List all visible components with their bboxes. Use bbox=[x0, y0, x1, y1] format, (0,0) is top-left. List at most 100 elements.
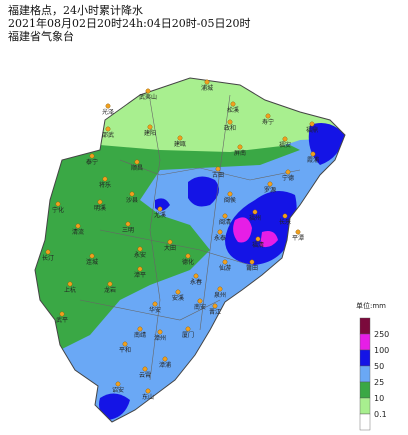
city-dot bbox=[157, 206, 163, 212]
city-dot bbox=[310, 151, 316, 157]
city-dot bbox=[162, 356, 168, 362]
city-label: 厦门 bbox=[182, 331, 194, 339]
city-dot bbox=[145, 88, 151, 94]
city-dot bbox=[309, 121, 315, 127]
city-label: 武夷山 bbox=[139, 93, 157, 101]
legend-swatch bbox=[359, 349, 371, 367]
city-label: 南安 bbox=[194, 303, 206, 311]
city-dot bbox=[227, 191, 233, 197]
city-dot bbox=[67, 281, 73, 287]
city-label: 德化 bbox=[182, 258, 194, 266]
city-dot bbox=[167, 239, 173, 245]
city-dot bbox=[193, 273, 199, 279]
city-dot bbox=[285, 169, 291, 175]
city-dot bbox=[212, 303, 218, 309]
city-label: 安溪 bbox=[172, 294, 184, 302]
city-dot bbox=[137, 266, 143, 272]
city-label: 平潭 bbox=[292, 234, 304, 242]
legend-swatch bbox=[359, 317, 371, 335]
city-label: 宁德 bbox=[282, 174, 294, 182]
city-label: 霞浦 bbox=[307, 156, 319, 164]
city-dot bbox=[249, 259, 255, 265]
city-label: 政和 bbox=[224, 124, 236, 132]
city-label: 罗源 bbox=[264, 186, 276, 194]
city-dot bbox=[222, 259, 228, 265]
city-dot bbox=[45, 249, 51, 255]
city-label: 诏安 bbox=[112, 386, 124, 394]
city-label: 大田 bbox=[164, 244, 176, 252]
city-label: 屏南 bbox=[234, 149, 246, 157]
city-dot bbox=[145, 388, 151, 394]
city-label: 漳州 bbox=[154, 334, 166, 342]
county-borders bbox=[34, 77, 346, 423]
city-dot bbox=[175, 289, 181, 295]
city-dot bbox=[55, 201, 61, 207]
city-dot bbox=[217, 286, 223, 292]
city-dot bbox=[185, 326, 191, 332]
city-label: 莆田 bbox=[246, 264, 258, 272]
city-dot bbox=[265, 113, 271, 119]
city-label: 尤溪 bbox=[154, 211, 166, 219]
city-dot bbox=[197, 298, 203, 304]
legend-label: 100 bbox=[374, 346, 389, 355]
city-dot bbox=[282, 213, 288, 219]
legend-unit: 单位:mm bbox=[356, 301, 386, 310]
city-label: 宁化 bbox=[52, 206, 64, 214]
city-label: 将乐 bbox=[99, 181, 111, 189]
legend-label: 25 bbox=[374, 378, 384, 387]
city-label: 福鼎 bbox=[306, 126, 318, 134]
city-dot bbox=[252, 209, 258, 215]
city-dot bbox=[152, 301, 158, 307]
city-dot bbox=[230, 101, 236, 107]
legend-label: 0.1 bbox=[374, 410, 387, 419]
city-dot bbox=[59, 311, 65, 317]
city-label: 沙县 bbox=[126, 197, 138, 204]
city-label: 永安 bbox=[134, 251, 146, 259]
city-label: 福州 bbox=[249, 214, 261, 222]
city-dot bbox=[237, 144, 243, 150]
city-label: 漳平 bbox=[134, 271, 146, 279]
city-dot bbox=[227, 119, 233, 125]
city-dot bbox=[157, 329, 163, 335]
city-dot bbox=[147, 124, 153, 130]
city-dot bbox=[137, 246, 143, 252]
city-label: 福清 bbox=[252, 241, 264, 249]
city-label: 闽清 bbox=[219, 218, 231, 226]
city-label: 光泽 bbox=[102, 108, 114, 116]
city-dot bbox=[267, 181, 273, 187]
title: 福建格点，24小时累计降水 bbox=[8, 4, 143, 17]
legend-label: 10 bbox=[374, 394, 384, 403]
city-label: 晋江 bbox=[209, 309, 221, 316]
city-dot bbox=[177, 135, 183, 141]
city-label: 南靖 bbox=[134, 331, 146, 339]
city-label: 泰宁 bbox=[86, 158, 98, 166]
legend-label: 250 bbox=[374, 330, 389, 339]
city-dot bbox=[89, 253, 95, 259]
legend-swatch bbox=[359, 381, 371, 399]
city-dot bbox=[122, 341, 128, 347]
city-dot bbox=[75, 223, 81, 229]
city-dot bbox=[215, 166, 221, 172]
city-label: 平和 bbox=[119, 346, 131, 354]
city-dot bbox=[134, 159, 140, 165]
city-label: 顺昌 bbox=[131, 165, 143, 172]
city-dot bbox=[115, 381, 121, 387]
legend-label: 50 bbox=[374, 362, 384, 371]
city-label: 武平 bbox=[56, 316, 68, 324]
city-label: 三明 bbox=[122, 227, 134, 234]
legend-swatch bbox=[359, 333, 371, 351]
city-dot bbox=[282, 136, 288, 142]
city-dot bbox=[204, 79, 210, 85]
city-label: 连城 bbox=[86, 258, 98, 266]
city-dot bbox=[295, 229, 301, 235]
city-label: 清流 bbox=[72, 228, 84, 236]
issuer: 福建省气象台 bbox=[8, 30, 74, 43]
city-label: 福安 bbox=[279, 141, 291, 149]
city-label: 古田 bbox=[212, 171, 224, 179]
city-label: 华安 bbox=[149, 306, 161, 314]
city-dot bbox=[102, 176, 108, 182]
